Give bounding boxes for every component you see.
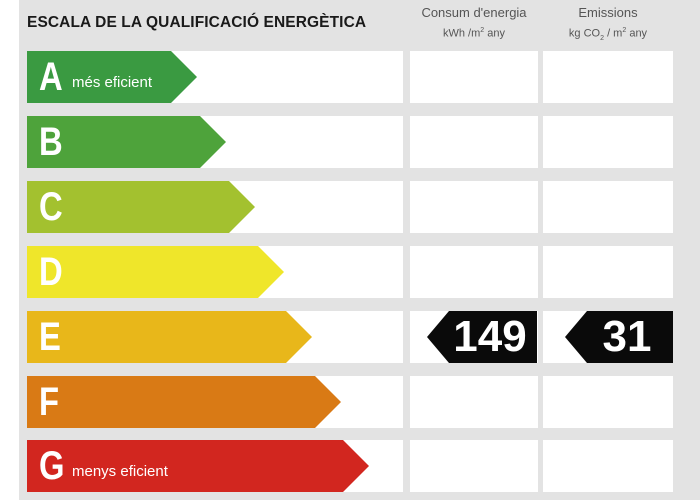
emissions-cell bbox=[543, 440, 673, 492]
rating-letter: D bbox=[39, 250, 63, 294]
rating-arrow-f: F bbox=[27, 376, 341, 428]
consumption-cell bbox=[410, 246, 538, 298]
rating-letter: C bbox=[39, 185, 63, 229]
rating-arrow-fill bbox=[27, 51, 197, 103]
rating-letter: F bbox=[39, 380, 60, 424]
emissions-badge: 31 bbox=[565, 311, 673, 363]
emissions-header: Emissions kg CO2 / m2 any bbox=[543, 4, 673, 46]
emissions-header-unit: kg CO2 / m2 any bbox=[568, 27, 648, 42]
rating-sublabel: menys eficient bbox=[72, 463, 168, 480]
consumption-badge-shape bbox=[427, 311, 537, 363]
rating-arrow-d: D bbox=[27, 246, 284, 298]
emissions-cell bbox=[543, 116, 673, 168]
rating-arrow-fill bbox=[27, 376, 341, 428]
rating-arrow-fill bbox=[27, 116, 226, 168]
emissions-cell bbox=[543, 376, 673, 428]
rating-letter: B bbox=[39, 120, 63, 164]
rating-arrow-c: C bbox=[27, 181, 255, 233]
rating-arrow-shape bbox=[27, 51, 197, 103]
rating-arrow-e: E bbox=[27, 311, 312, 363]
rating-arrow-fill bbox=[27, 440, 369, 492]
consumption-header-label: Consum d'energia bbox=[421, 5, 527, 20]
page-title: ESCALA DE LA QUALIFICACIÓ ENERGÈTICA bbox=[27, 14, 367, 31]
consumption-cell bbox=[410, 51, 538, 103]
emissions-badge-value: 31 bbox=[602, 312, 652, 361]
rating-arrow-fill bbox=[27, 311, 312, 363]
emissions-cell bbox=[543, 246, 673, 298]
rating-arrow-shape bbox=[27, 246, 284, 298]
consumption-badge-fill bbox=[427, 311, 537, 363]
emissions-cell bbox=[543, 181, 673, 233]
consumption-cell bbox=[410, 440, 538, 492]
consumption-header: Consum d'energia kWh /m2 any bbox=[410, 4, 538, 41]
emissions-header-label: Emissions bbox=[578, 5, 638, 20]
rating-letter: G bbox=[39, 444, 65, 488]
rating-arrow-shape bbox=[27, 440, 369, 492]
rating-arrow-shape bbox=[27, 376, 341, 428]
rating-arrow-fill bbox=[27, 181, 255, 233]
rating-arrow-shape bbox=[27, 181, 255, 233]
emissions-badge-shape bbox=[565, 311, 673, 363]
emissions-badge-fill bbox=[565, 311, 673, 363]
rating-arrow-b: B bbox=[27, 116, 226, 168]
consumption-cell bbox=[410, 116, 538, 168]
emissions-cell bbox=[543, 51, 673, 103]
rating-arrow-shape bbox=[27, 116, 226, 168]
rating-letter: A bbox=[39, 55, 63, 99]
consumption-badge-value: 149 bbox=[453, 312, 527, 361]
rating-letter: E bbox=[39, 315, 61, 359]
rating-arrow-shape bbox=[27, 311, 312, 363]
consumption-header-unit: kWh /m2 any bbox=[443, 27, 505, 40]
consumption-cell bbox=[410, 376, 538, 428]
consumption-badge: 149 bbox=[427, 311, 537, 363]
rating-arrow-fill bbox=[27, 246, 284, 298]
consumption-cell bbox=[410, 181, 538, 233]
rating-sublabel: més eficient bbox=[72, 74, 153, 91]
